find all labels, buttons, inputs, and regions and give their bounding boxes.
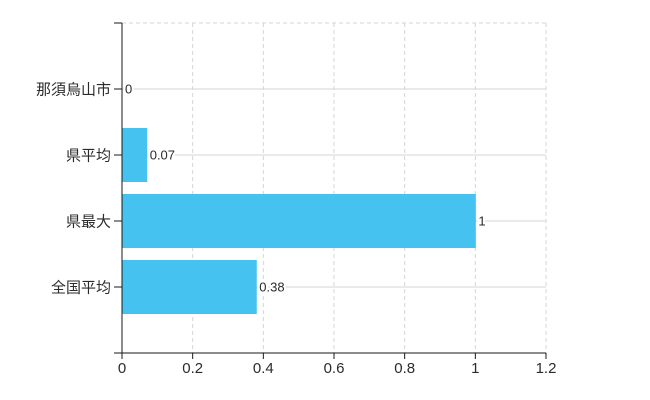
x-tick-label: 0.4 bbox=[253, 360, 274, 377]
category-label: 全国平均 bbox=[51, 278, 111, 296]
x-tick-label: 0.6 bbox=[324, 360, 345, 377]
category-label: 那須烏山市 bbox=[36, 81, 111, 98]
x-tick-label: 0.8 bbox=[394, 360, 415, 377]
bar-value-label: 0.38 bbox=[259, 280, 284, 295]
bar bbox=[122, 128, 148, 182]
x-tick-label: 0 bbox=[118, 360, 126, 377]
category-label: 県平均 bbox=[66, 147, 111, 164]
bar bbox=[122, 260, 257, 314]
bar bbox=[122, 194, 476, 248]
bar-value-label: 0.07 bbox=[150, 148, 175, 163]
bar-value-label: 0 bbox=[125, 82, 132, 97]
category-label: 県最大 bbox=[66, 213, 111, 230]
bar-value-label: 1 bbox=[478, 214, 485, 229]
x-tick-label: 1.2 bbox=[536, 360, 557, 377]
x-tick-label: 1 bbox=[471, 360, 479, 377]
x-tick-label: 0.2 bbox=[182, 360, 203, 377]
